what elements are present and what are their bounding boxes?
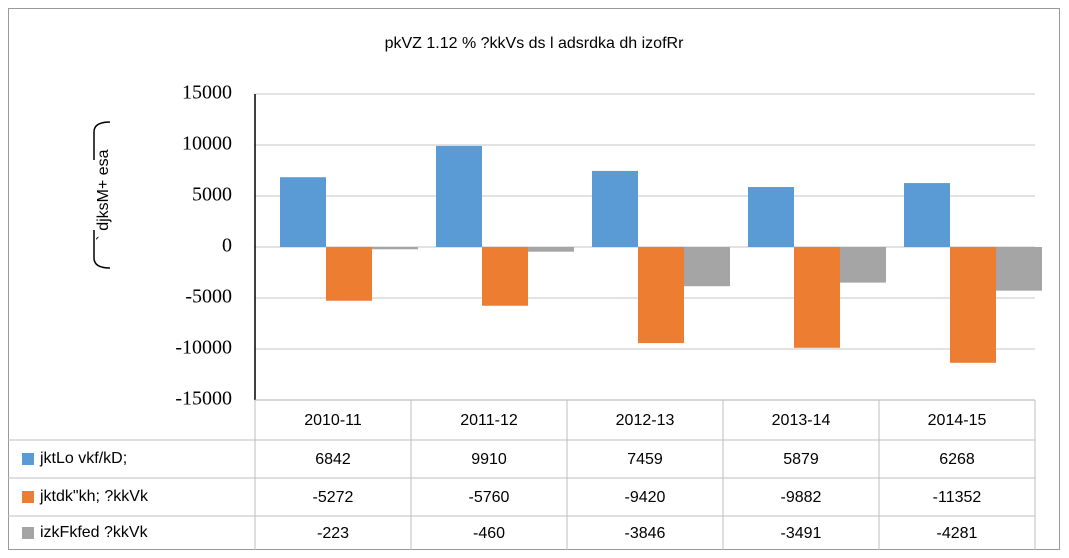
y-tick-label: 0 [222,235,232,257]
bar [592,170,638,247]
y-label-bracket [93,121,111,269]
x-tick-label: 2013-14 [772,412,831,429]
bar [794,247,840,348]
table-value: 6842 [315,451,351,468]
legend-label: jktdk"kh; ?kkVk [39,488,149,505]
legend-swatch [22,453,34,465]
legend-swatch [22,527,34,539]
table-value: -5272 [313,489,354,506]
table-value: -223 [317,525,349,542]
bar [840,247,886,283]
y-tick-label: 5000 [192,184,232,206]
table-value: 6268 [939,451,975,468]
y-tick-label: 15000 [182,82,232,104]
table-value: -5760 [469,489,510,506]
bar [528,247,574,252]
x-tick-label: 2012-13 [616,412,675,429]
legend-label: izkFkfed ?kkVk [40,524,149,541]
bar [638,247,684,344]
bar [280,177,326,247]
bar [904,183,950,247]
x-tick-label: 2010-11 [304,412,362,429]
bar [482,247,528,306]
table-value: -3491 [781,525,822,542]
table-value: -3846 [625,525,666,542]
bar [372,247,418,250]
table-value: -460 [473,525,505,542]
bar [326,247,372,301]
x-tick-label: 2014-15 [928,412,987,429]
legend-label: jktLo vkf/kD; [39,450,127,467]
table-value: -9882 [781,489,822,506]
chart-title: pkVZ 1.12 % ?kkVs ds l adsrdka dh izofRr [385,35,684,52]
y-axis-label: ` djksM+ esa [95,149,112,240]
chart-border [8,8,1060,550]
bar [996,247,1042,291]
y-tick-label: -5000 [185,286,232,308]
x-tick-label: 2011-12 [460,412,518,429]
y-tick-label: -15000 [175,388,232,410]
table-value: 9910 [471,451,507,468]
table-value: 7459 [627,451,663,468]
bar [748,187,794,247]
table-value: 5879 [783,451,819,468]
table-value: -4281 [937,525,978,542]
table-value: -11352 [933,489,982,506]
y-tick-label: 10000 [182,133,232,155]
bar [684,247,730,287]
y-tick-label: -10000 [175,337,232,359]
table-value: -9420 [625,489,666,506]
legend-swatch [22,491,34,503]
bar [436,145,482,247]
bar [950,247,996,363]
